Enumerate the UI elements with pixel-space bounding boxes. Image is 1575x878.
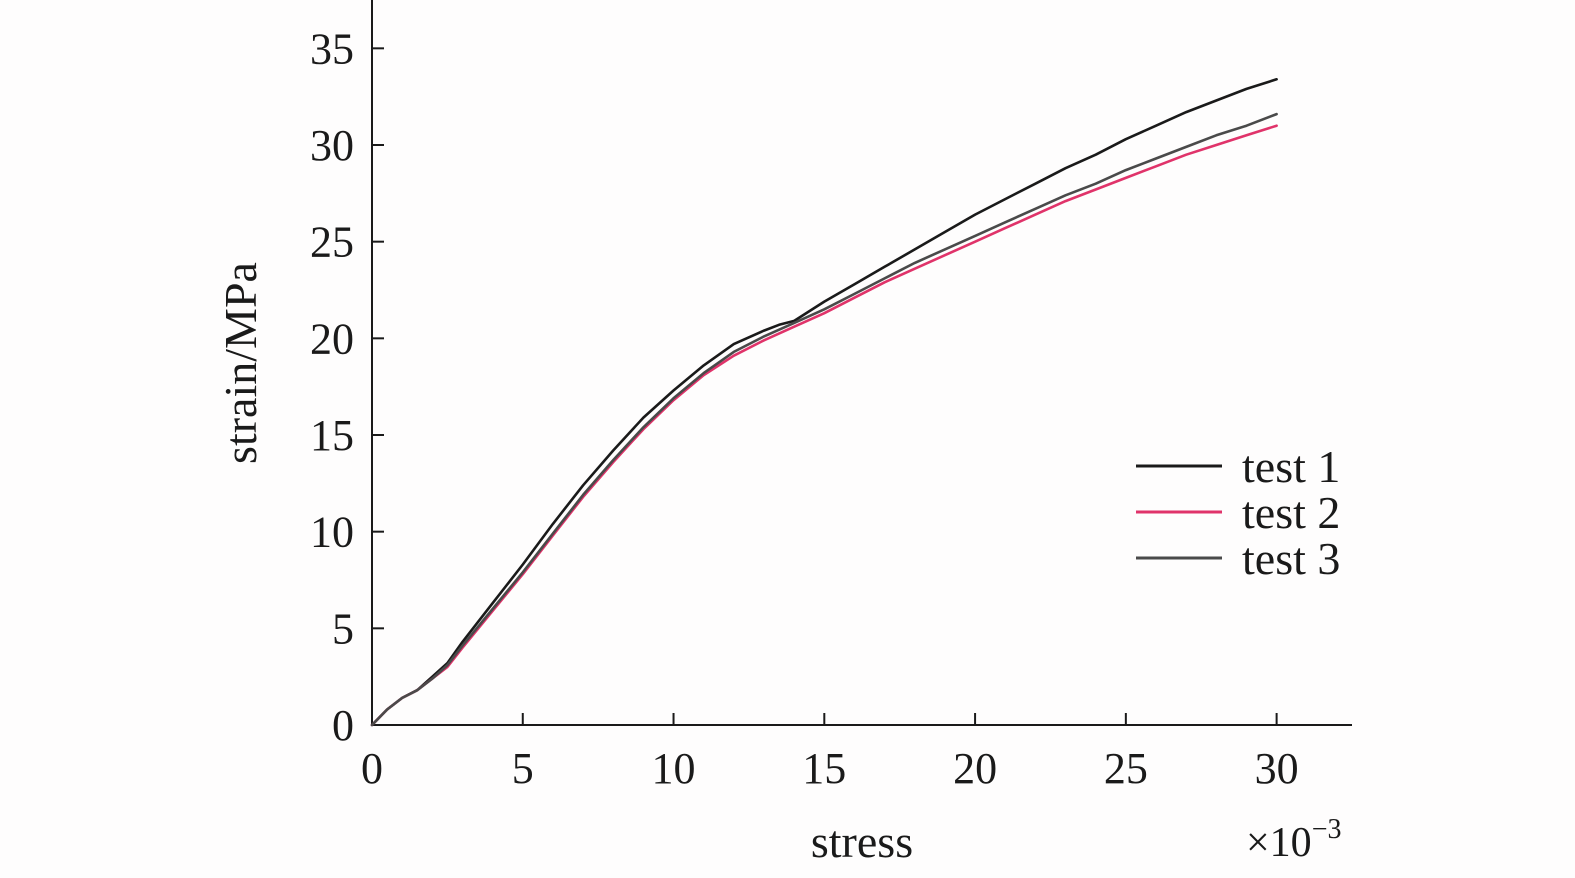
- legend-label-test-3: test 3: [1242, 533, 1340, 584]
- x-tick-label: 5: [512, 744, 534, 793]
- y-tick-label: 10: [310, 508, 354, 557]
- y-axis-title: strain/MPa: [215, 262, 266, 464]
- x-ticks: 0 5 10 15 20 25 30: [361, 713, 1299, 793]
- x-axis-multiplier-base: ×10: [1246, 820, 1312, 866]
- y-tick-label: 25: [310, 218, 354, 267]
- x-axis-multiplier-exponent: −3: [1312, 814, 1342, 845]
- x-tick-label: 30: [1255, 744, 1299, 793]
- x-axis-title: stress: [811, 816, 913, 867]
- y-tick-label: 0: [332, 701, 354, 750]
- series-group: [370, 78, 1278, 727]
- axes: 0 5 10 15 20 25 30 0 5 10 15 20 25 30 35: [310, 0, 1352, 793]
- x-tick-label: 15: [802, 744, 846, 793]
- y-tick-label: 30: [310, 121, 354, 170]
- x-tick-label: 20: [953, 744, 997, 793]
- legend-label-test-1: test 1: [1242, 441, 1340, 492]
- x-tick-label: 25: [1104, 744, 1148, 793]
- x-axis-multiplier: ×10−3: [1246, 814, 1341, 866]
- y-tick-label: 20: [310, 314, 354, 363]
- x-tick-label: 10: [652, 744, 696, 793]
- series-line-test-2: [370, 124, 1278, 727]
- legend-label-test-2: test 2: [1242, 487, 1340, 538]
- x-tick-label: 0: [361, 744, 383, 793]
- y-tick-label: 5: [332, 604, 354, 653]
- series-line-test-1: [370, 78, 1278, 727]
- y-tick-label: 35: [310, 24, 354, 73]
- y-tick-label: 15: [310, 411, 354, 460]
- y-ticks: 0 5 10 15 20 25 30 35: [310, 24, 384, 750]
- series-line-test-3: [370, 112, 1278, 727]
